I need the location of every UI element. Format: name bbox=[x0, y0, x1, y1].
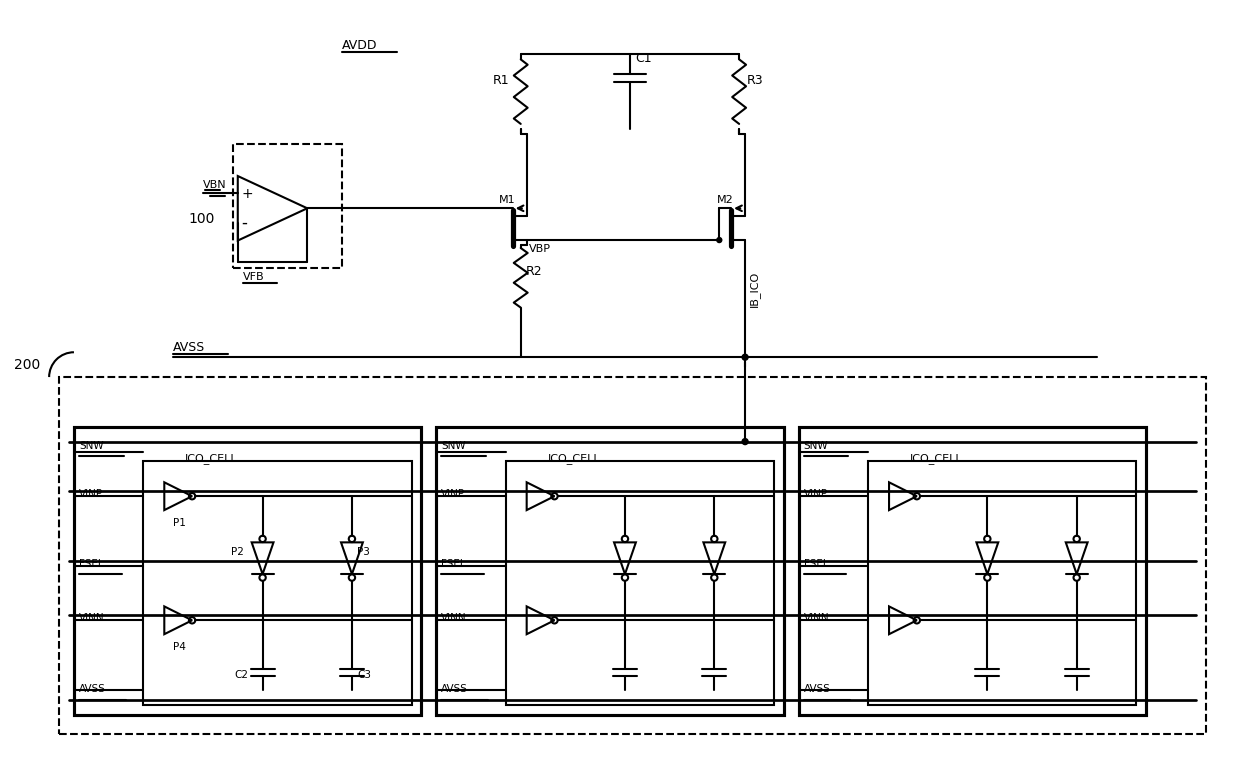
Text: ICO_CELL: ICO_CELL bbox=[910, 453, 962, 465]
Text: FSEL: FSEL bbox=[804, 559, 828, 569]
Text: FSEL: FSEL bbox=[441, 559, 466, 569]
Text: IB_ICO: IB_ICO bbox=[749, 270, 760, 306]
Text: SNW: SNW bbox=[804, 441, 828, 451]
Text: AVSS: AVSS bbox=[174, 341, 206, 354]
Text: C3: C3 bbox=[357, 670, 371, 680]
Bar bbox=[144, 462, 412, 705]
Bar bbox=[868, 462, 1136, 705]
Text: SNW: SNW bbox=[79, 441, 104, 451]
Circle shape bbox=[717, 238, 722, 242]
Text: R2: R2 bbox=[526, 265, 542, 278]
Circle shape bbox=[742, 438, 748, 445]
Bar bbox=[436, 427, 784, 715]
Text: VBP: VBP bbox=[528, 244, 551, 254]
Bar bbox=[233, 144, 342, 269]
Text: C1: C1 bbox=[635, 52, 651, 66]
Text: AVSS: AVSS bbox=[79, 684, 105, 694]
Text: VINP: VINP bbox=[441, 489, 465, 499]
Text: SNW: SNW bbox=[441, 441, 466, 451]
Text: ICO_CELL: ICO_CELL bbox=[548, 453, 600, 465]
Bar bbox=[74, 427, 422, 715]
Bar bbox=[60, 377, 1205, 734]
Text: VINP: VINP bbox=[79, 489, 103, 499]
Text: AVSS: AVSS bbox=[441, 684, 469, 694]
Text: ICO_CELL: ICO_CELL bbox=[185, 453, 238, 465]
Text: P4: P4 bbox=[174, 642, 186, 652]
Text: AVDD: AVDD bbox=[342, 39, 377, 52]
Text: VINP: VINP bbox=[804, 489, 828, 499]
Text: C2: C2 bbox=[234, 670, 249, 680]
Text: -: - bbox=[242, 214, 248, 232]
Text: R1: R1 bbox=[494, 74, 510, 87]
Text: +: + bbox=[242, 188, 253, 201]
Text: P2: P2 bbox=[231, 547, 244, 557]
Text: FSEL: FSEL bbox=[79, 559, 104, 569]
Text: R3: R3 bbox=[746, 74, 764, 87]
Text: VFB: VFB bbox=[243, 273, 264, 283]
Text: VINN: VINN bbox=[441, 613, 467, 623]
Text: VBN: VBN bbox=[203, 181, 227, 191]
Text: 100: 100 bbox=[188, 212, 215, 226]
Bar bbox=[799, 427, 1146, 715]
Text: AVSS: AVSS bbox=[804, 684, 831, 694]
Text: M2: M2 bbox=[717, 195, 734, 205]
Text: P1: P1 bbox=[174, 518, 186, 528]
Text: M1: M1 bbox=[498, 195, 516, 205]
Text: P3: P3 bbox=[357, 547, 370, 557]
Text: VINN: VINN bbox=[804, 613, 830, 623]
Bar bbox=[506, 462, 774, 705]
Circle shape bbox=[742, 354, 748, 361]
Text: VINN: VINN bbox=[79, 613, 104, 623]
Text: 200: 200 bbox=[15, 358, 41, 372]
